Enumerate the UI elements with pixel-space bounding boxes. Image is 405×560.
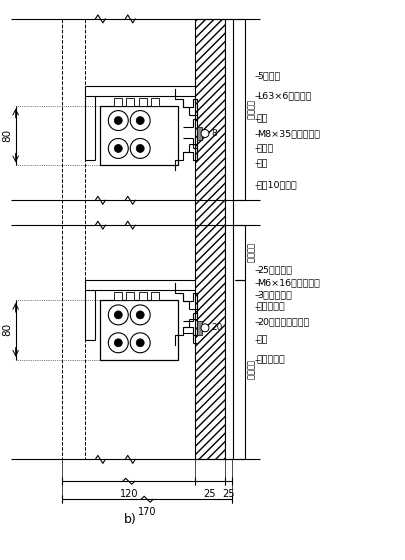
Bar	[126, 292, 134, 300]
Text: 25: 25	[222, 489, 234, 500]
Bar	[151, 97, 159, 106]
Text: 挂件: 挂件	[257, 335, 269, 344]
Text: 8: 8	[211, 129, 217, 138]
Text: 填充锁固剂: 填充锁固剂	[257, 302, 286, 311]
Circle shape	[108, 110, 128, 130]
Text: 分格尺寸: 分格尺寸	[245, 360, 254, 380]
Text: 20厘不锈钒装饰条: 20厘不锈钒装饰条	[257, 318, 309, 326]
Text: 立柴10号槽钒: 立柴10号槽钒	[257, 181, 298, 190]
Circle shape	[130, 138, 150, 158]
Circle shape	[108, 305, 128, 325]
Text: 80: 80	[3, 323, 13, 337]
Circle shape	[114, 339, 122, 347]
Text: M8×35不锈钒螺栓: M8×35不锈钒螺栓	[257, 129, 320, 138]
Circle shape	[201, 129, 209, 138]
Text: 170: 170	[138, 507, 156, 517]
Text: 20: 20	[211, 323, 222, 332]
Text: 不锈钒螺栓: 不锈钒螺栓	[257, 355, 286, 364]
Bar	[225, 19, 233, 459]
Bar	[197, 127, 202, 141]
Text: L63×6镀锥角钒: L63×6镀锥角钒	[257, 91, 311, 100]
Circle shape	[130, 333, 150, 353]
Text: 80: 80	[3, 129, 13, 142]
Text: 橡胶条: 橡胶条	[257, 144, 274, 153]
Text: 5厘钒板: 5厘钒板	[257, 71, 280, 80]
Circle shape	[136, 144, 144, 152]
Circle shape	[136, 116, 144, 124]
Circle shape	[130, 110, 150, 130]
Bar	[114, 292, 122, 300]
Text: 分格尺寸: 分格尺寸	[245, 100, 254, 120]
Circle shape	[201, 324, 209, 332]
Text: M6×16不锈钒螺钉: M6×16不锈钒螺钉	[257, 278, 320, 287]
Text: 挂件: 挂件	[257, 159, 269, 168]
Circle shape	[108, 138, 128, 158]
Text: 120: 120	[119, 489, 138, 500]
Text: 3厘塑料垫片: 3厘塑料垫片	[257, 291, 292, 300]
Bar	[114, 97, 122, 106]
Circle shape	[136, 311, 144, 319]
Text: 挂件: 挂件	[257, 114, 269, 123]
Bar	[100, 300, 178, 360]
Circle shape	[136, 339, 144, 347]
Circle shape	[114, 311, 122, 319]
Text: 分格尺寸: 分格尺寸	[245, 242, 254, 263]
Circle shape	[114, 144, 122, 152]
Bar	[195, 19, 225, 459]
Bar	[197, 321, 202, 335]
Bar	[139, 97, 147, 106]
Text: 25厘花岗石: 25厘花岗石	[257, 265, 292, 274]
Text: b): b)	[124, 512, 136, 526]
Bar	[126, 97, 134, 106]
Bar	[151, 292, 159, 300]
Circle shape	[130, 305, 150, 325]
Bar	[139, 292, 147, 300]
Bar	[100, 106, 178, 165]
Text: 25: 25	[204, 489, 216, 500]
Circle shape	[114, 116, 122, 124]
Circle shape	[108, 333, 128, 353]
